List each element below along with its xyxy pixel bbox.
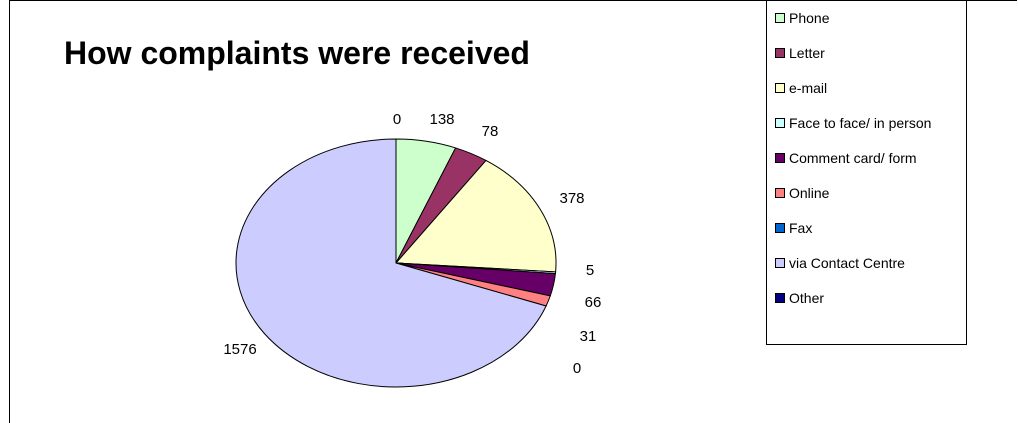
legend-label: e-mail bbox=[789, 80, 828, 96]
legend-label: Letter bbox=[789, 45, 825, 61]
data-label: 78 bbox=[482, 123, 499, 140]
legend-label: Phone bbox=[789, 10, 830, 26]
legend-label: Fax bbox=[789, 220, 813, 236]
legend-label: Comment card/ form bbox=[789, 150, 917, 166]
legend-swatch bbox=[775, 258, 785, 268]
data-label: 66 bbox=[585, 294, 602, 311]
data-label: 0 bbox=[573, 360, 581, 377]
legend-swatch bbox=[775, 118, 785, 128]
legend-label: Online bbox=[789, 185, 830, 201]
legend-label: via Contact Centre bbox=[789, 255, 905, 271]
chart-title: How complaints were received bbox=[64, 35, 530, 71]
chart-area bbox=[9, 0, 1017, 423]
data-label: 31 bbox=[580, 328, 597, 345]
pie-chart: 138 78 378 5 66 31 0 1576 0 bbox=[223, 111, 602, 388]
data-label: 5 bbox=[586, 262, 594, 279]
data-label: 0 bbox=[393, 111, 401, 128]
legend-label: Other bbox=[789, 290, 825, 306]
pie-slice-via-contact-centre bbox=[235, 138, 547, 388]
data-label: 1576 bbox=[223, 341, 256, 358]
data-label: 378 bbox=[559, 190, 584, 207]
legend-label: Face to face/ in person bbox=[789, 115, 932, 131]
legend-swatch bbox=[775, 13, 785, 23]
pie-slice-e-mail bbox=[394, 159, 557, 273]
legend-swatch bbox=[775, 188, 785, 198]
data-label: 138 bbox=[429, 111, 454, 128]
legend-swatch bbox=[775, 153, 785, 163]
legend-swatch bbox=[775, 48, 785, 58]
legend-swatch bbox=[775, 83, 785, 93]
legend-swatch bbox=[775, 293, 785, 303]
legend: Phone Letter e-mail Face to face/ in person… bbox=[766, 0, 967, 345]
legend-swatch bbox=[775, 223, 785, 233]
